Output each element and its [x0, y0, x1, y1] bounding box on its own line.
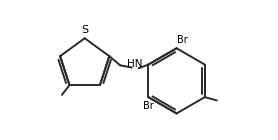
Text: S: S [81, 25, 88, 35]
Text: HN: HN [127, 59, 143, 69]
Text: Br: Br [177, 35, 188, 45]
Text: Br: Br [143, 101, 153, 111]
